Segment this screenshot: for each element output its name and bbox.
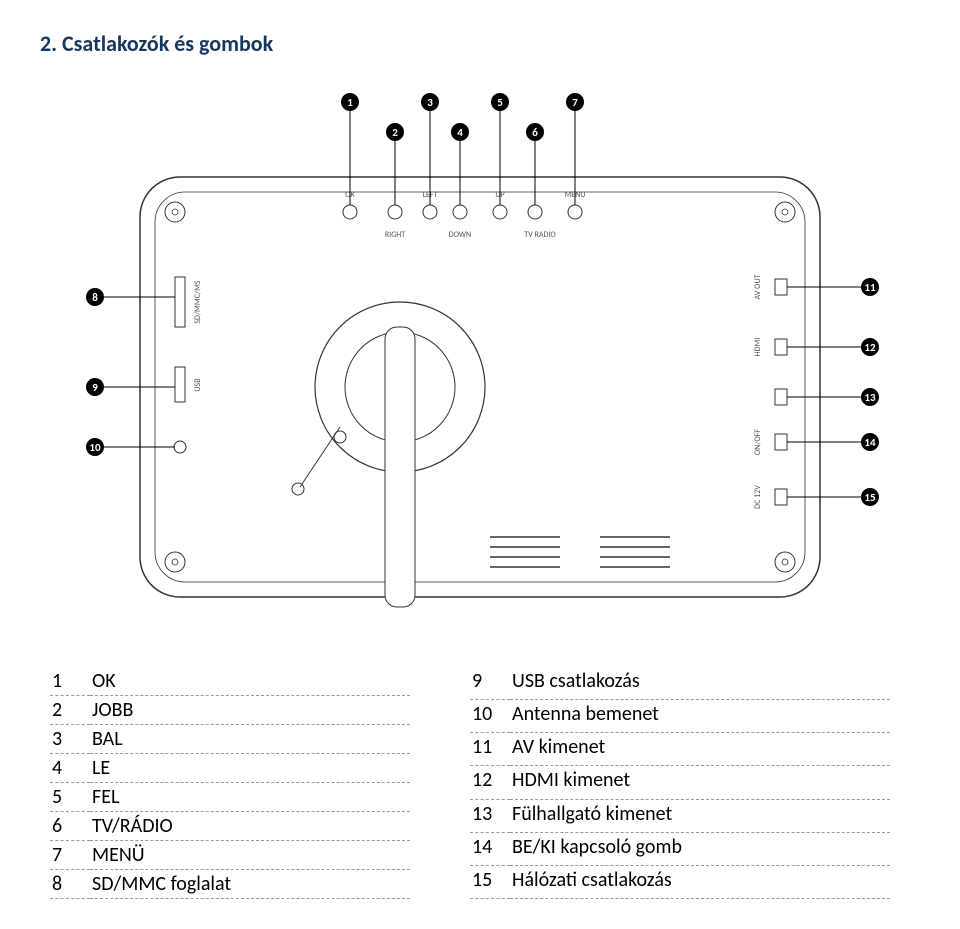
legend-number: 15 [470,865,510,898]
svg-text:10: 10 [89,441,101,454]
svg-text:DC 12V: DC 12V [753,485,763,509]
legend-table-left: 1OK2JOBB3BAL4LE5FEL6TV/RÁDIO7MENÜ8SD/MMC… [50,667,410,899]
legend-label: OK [90,667,410,696]
legend-table-right: 9USB csatlakozás10Antenna bemenet11AV ki… [470,667,890,899]
svg-text:AV OUT: AV OUT [753,274,763,299]
legend-label: Fülhallgató kimenet [510,799,890,832]
svg-text:DOWN: DOWN [449,230,471,240]
right-row: 9USB csatlakozás [470,667,890,700]
svg-text:HDMI: HDMI [753,338,763,357]
legend-tables: 1OK2JOBB3BAL4LE5FEL6TV/RÁDIO7MENÜ8SD/MMC… [40,667,920,899]
legend-number: 2 [50,696,90,725]
svg-text:3: 3 [427,96,433,109]
svg-text:8: 8 [92,291,98,304]
left-row: 8SD/MMC foglalat [50,870,410,899]
svg-text:5: 5 [497,96,503,109]
right-row: 15Hálózati csatlakozás [470,865,890,898]
legend-number: 9 [470,667,510,700]
legend-label: HDMI kimenet [510,766,890,799]
legend-label: AV kimenet [510,733,890,766]
legend-label: MENÜ [90,841,410,870]
legend-label: JOBB [90,696,410,725]
svg-text:TV RADIO: TV RADIO [524,230,556,240]
legend-number: 8 [50,870,90,899]
legend-label: TV/RÁDIO [90,812,410,841]
svg-text:USB: USB [193,378,203,392]
right-row: 12HDMI kimenet [470,766,890,799]
legend-number: 1 [50,667,90,696]
svg-text:11: 11 [864,281,876,294]
right-row: 11AV kimenet [470,733,890,766]
legend-label: SD/MMC foglalat [90,870,410,899]
svg-text:15: 15 [864,491,876,504]
legend-label: FEL [90,783,410,812]
svg-text:14: 14 [864,436,876,449]
left-row: 3BAL [50,725,410,754]
svg-text:9: 9 [92,381,98,394]
section-heading: 2. Csatlakozók és gombok [40,30,920,57]
legend-number: 6 [50,812,90,841]
svg-text:4: 4 [457,126,463,139]
legend-number: 14 [470,832,510,865]
legend-label: Hálózati csatlakozás [510,865,890,898]
legend-number: 7 [50,841,90,870]
legend-label: BAL [90,725,410,754]
device-diagram: OKLEFTUPMENURIGHTDOWNTV RADIOSD/MMC/MSUS… [40,77,920,637]
legend-label: Antenna bemenet [510,700,890,733]
legend-number: 11 [470,733,510,766]
legend-label: LE [90,754,410,783]
legend-number: 10 [470,700,510,733]
svg-text:6: 6 [532,126,538,139]
legend-number: 12 [470,766,510,799]
legend-label: BE/KI kapcsoló gomb [510,832,890,865]
right-row: 13Fülhallgató kimenet [470,799,890,832]
svg-text:12: 12 [864,341,876,354]
right-row: 14BE/KI kapcsoló gomb [470,832,890,865]
left-row: 7MENÜ [50,841,410,870]
svg-text:1: 1 [347,96,353,109]
right-row: 10Antenna bemenet [470,700,890,733]
legend-number: 5 [50,783,90,812]
left-row: 4LE [50,754,410,783]
left-row: 2JOBB [50,696,410,725]
svg-text:13: 13 [864,391,876,404]
legend-number: 3 [50,725,90,754]
legend-number: 4 [50,754,90,783]
svg-text:7: 7 [572,96,578,109]
legend-number: 13 [470,799,510,832]
left-row: 6TV/RÁDIO [50,812,410,841]
left-row: 5FEL [50,783,410,812]
svg-text:RIGHT: RIGHT [385,230,405,240]
legend-label: USB csatlakozás [510,667,890,700]
left-row: 1OK [50,667,410,696]
svg-text:2: 2 [392,126,398,139]
svg-text:SD/MMC/MS: SD/MMC/MS [193,280,203,324]
svg-text:ON/OFF: ON/OFF [753,429,763,456]
